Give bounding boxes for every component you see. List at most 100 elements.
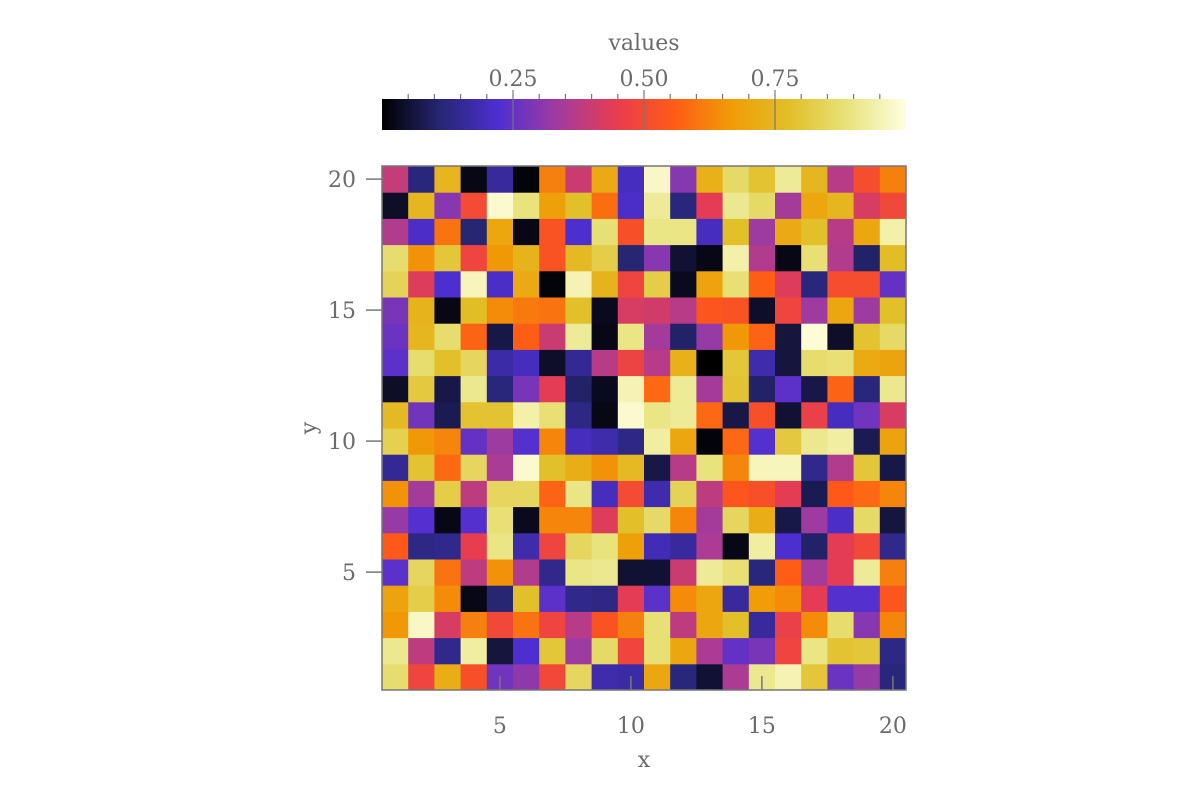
heatmap-cell [617, 454, 645, 481]
heatmap-cell [434, 166, 462, 193]
heatmap-cell [670, 192, 697, 219]
heatmap-cell [853, 218, 881, 246]
heatmap-cell [565, 270, 593, 298]
heatmap-cell [801, 559, 828, 586]
heatmap-cell [591, 349, 619, 377]
heatmap-cell [591, 428, 619, 455]
heatmap-cell [696, 480, 724, 508]
heatmap-cell [879, 637, 907, 665]
heatmap-cell [801, 323, 828, 350]
heatmap-cell [879, 244, 907, 272]
heatmap-cell [722, 585, 750, 612]
heatmap-cell [382, 559, 409, 586]
heatmap-cell [644, 532, 671, 560]
heatmap-cell [801, 401, 828, 429]
heatmap-cell [382, 611, 409, 639]
heatmap-cell [775, 323, 802, 350]
heatmap-cell [853, 401, 881, 429]
heatmap-cell [460, 349, 488, 377]
heatmap-cell [879, 349, 907, 377]
heatmap-cell [853, 428, 881, 455]
heatmap-cell [670, 663, 697, 691]
x-tick-label: 10 [617, 714, 645, 739]
heatmap-cell [408, 585, 435, 612]
heatmap-cell [748, 218, 776, 246]
heatmap-cell [617, 218, 645, 246]
heatmap-cell [460, 375, 488, 403]
heatmap-cell [827, 480, 855, 508]
heatmap-cell [670, 218, 697, 246]
heatmap-cell [722, 506, 750, 534]
heatmap-cell [696, 244, 724, 272]
heatmap-cell [408, 270, 435, 298]
heatmap-cell [591, 375, 619, 403]
heatmap-cell [722, 349, 750, 377]
heatmap-cell [617, 192, 645, 219]
heatmap-cell [460, 297, 488, 324]
heatmap-cell [591, 663, 619, 691]
heatmap-cell [408, 637, 435, 665]
heatmap-cell [460, 611, 488, 639]
heatmap-cell [644, 611, 671, 639]
heatmap-cell [775, 244, 802, 272]
heatmap-cell [617, 166, 645, 193]
heatmap-cell [565, 559, 593, 586]
heatmap-cell [670, 428, 697, 455]
heatmap-cell [486, 375, 514, 403]
heatmap-cell [486, 559, 514, 586]
heatmap-cell [670, 585, 697, 612]
heatmap-cell [591, 192, 619, 219]
heatmap-cell [382, 192, 409, 219]
heatmap-cell [801, 506, 828, 534]
heatmap-cell [617, 401, 645, 429]
heatmap-cell [617, 375, 645, 403]
y-tick-label: 15 [328, 299, 356, 324]
heatmap-cell [827, 611, 855, 639]
heatmap-cell [748, 506, 776, 534]
heatmap-cell [565, 244, 593, 272]
heatmap-cell [434, 532, 462, 560]
heatmap-cell [644, 401, 671, 429]
heatmap-cell [408, 663, 435, 691]
heatmap-cell [748, 270, 776, 298]
heatmap-cell [853, 585, 881, 612]
colorbar-ticks: 0.25 0.50 0.75 [407, 67, 881, 130]
heatmap-cell [513, 532, 540, 560]
heatmap-cell [565, 663, 593, 691]
heatmap-cell [696, 428, 724, 455]
heatmap-cell [486, 428, 514, 455]
heatmap-cell [434, 244, 462, 272]
heatmap-cell [591, 244, 619, 272]
heatmap-cell [539, 428, 566, 455]
heatmap-cell [408, 506, 435, 534]
heatmap-cell [539, 480, 566, 508]
heatmap-cell [670, 506, 697, 534]
heatmap-cell [644, 375, 671, 403]
heatmap-cell [617, 270, 645, 298]
heatmap-cell [775, 401, 802, 429]
heatmap-cell [670, 323, 697, 350]
heatmap-cell [408, 323, 435, 350]
heatmap-cell [460, 663, 488, 691]
heatmap-cell [670, 166, 697, 193]
heatmap-cell [775, 559, 802, 586]
heatmap-cell [539, 192, 566, 219]
heatmap-cell [827, 166, 855, 193]
heatmap-cell [408, 611, 435, 639]
heatmap-cell [513, 585, 540, 612]
heatmap-cell [801, 637, 828, 665]
heatmap-cell [748, 166, 776, 193]
heatmap-cell [617, 349, 645, 377]
heatmap-cell [827, 323, 855, 350]
heatmap-cell [775, 297, 802, 324]
heatmap-cell [644, 323, 671, 350]
heatmap-cell [748, 611, 776, 639]
heatmap-cell [513, 480, 540, 508]
heatmap-cell [827, 270, 855, 298]
heatmap-cell [775, 585, 802, 612]
heatmap-cell [486, 532, 514, 560]
heatmap-cell [644, 244, 671, 272]
heatmap-cell [696, 559, 724, 586]
heatmap-cell [775, 166, 802, 193]
heatmap-cell [486, 585, 514, 612]
